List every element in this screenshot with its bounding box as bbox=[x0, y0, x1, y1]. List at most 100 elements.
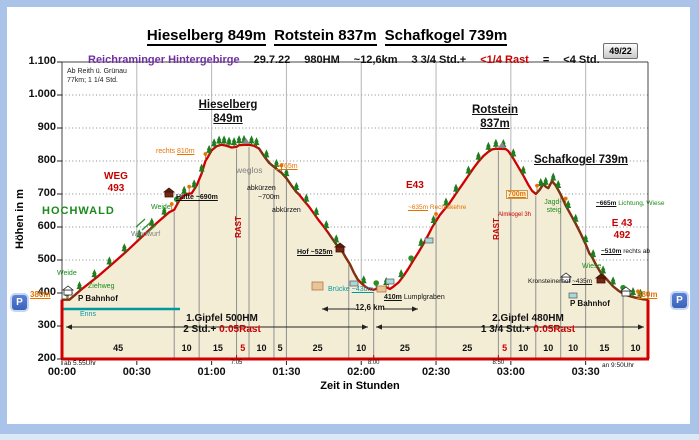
note-700m-desc: ~700m bbox=[258, 194, 280, 201]
red-axis bbox=[60, 299, 650, 361]
intermediate-time-label: 8:50 bbox=[492, 359, 505, 366]
x-tick-label: 03:00 bbox=[496, 366, 525, 378]
annotation-part: ~635m bbox=[408, 204, 429, 211]
x-tick-label: 00:30 bbox=[122, 366, 151, 378]
subtitle-row: Reichraminger Hintergebirge 29.7.22 980HM ~… bbox=[88, 54, 600, 66]
x-tick-label: 03:30 bbox=[571, 366, 600, 378]
segment-minutes-label: 5 bbox=[502, 343, 508, 353]
annotation-part: rechts bbox=[156, 148, 178, 155]
annotation-part: ~435m bbox=[572, 278, 593, 285]
note-bruecke: Brücke ~430m bbox=[328, 286, 373, 293]
segment-minutes-label: 10 bbox=[256, 343, 267, 353]
summit-marks bbox=[242, 138, 506, 148]
segment-minutes-label: 25 bbox=[399, 343, 410, 353]
y-tick-label: 1.000 bbox=[28, 88, 56, 100]
y-tick-label: 700 bbox=[37, 187, 56, 199]
title-part-hieselberg: Hieselberg 849m bbox=[146, 27, 267, 46]
segment-minutes-label: 10 bbox=[630, 343, 641, 353]
peak-rotstein-elev: 837m bbox=[480, 118, 510, 130]
note-weide-1: Weide bbox=[57, 270, 77, 277]
note-weg: WEG bbox=[104, 171, 128, 182]
note-380m-left: 380m bbox=[30, 290, 51, 299]
water-bridge-marks bbox=[349, 237, 578, 299]
annotation-part: ~665m bbox=[596, 200, 617, 207]
note-gipfel2: 2.Gipfel 480HM bbox=[492, 313, 564, 324]
segment-minutes-label: 10 bbox=[518, 343, 529, 353]
note-700m-saddle: 700m bbox=[506, 190, 528, 200]
note-wiese-3: Wiese bbox=[582, 263, 602, 270]
x-tick-label: 01:30 bbox=[272, 366, 301, 378]
axis-ticks bbox=[57, 61, 587, 365]
peak-schafkogel: Schafkogel 739m bbox=[534, 154, 628, 166]
y-tick-label: 400 bbox=[37, 286, 56, 298]
annotation-part: 410m bbox=[384, 294, 402, 301]
segment-minutes-label: 10 bbox=[181, 343, 192, 353]
note-abkuerzen-1: abkürzen bbox=[247, 185, 276, 192]
peak-rotstein: Rotstein bbox=[472, 104, 518, 116]
parking-icon-right: P bbox=[672, 293, 687, 308]
y-tick-label: 600 bbox=[37, 220, 56, 232]
page-title: Hieselberg 849m Rotstein 837m Schafkogel 7… bbox=[7, 27, 647, 46]
note-jagdsteig-2: steig bbox=[546, 207, 562, 214]
note-abkuerzen-2: abkürzen bbox=[272, 207, 301, 214]
tour-number-badge: 49/22 bbox=[603, 43, 638, 59]
annotation-part: Kronsteinerhof bbox=[528, 278, 573, 285]
note-enns: Enns bbox=[80, 311, 96, 318]
subtitle-part: <4 Std. bbox=[563, 54, 600, 66]
y-tick-label: 300 bbox=[37, 319, 56, 331]
note-e43: E43 bbox=[406, 180, 424, 191]
segment-minutes-label: 15 bbox=[212, 343, 223, 353]
approach-note-line2: 77km; 1 1/4 Std. bbox=[67, 76, 118, 84]
note-665m: ~665m Lichtung, Wiese bbox=[596, 200, 665, 208]
start-time-note: ab 5.55Uhr bbox=[64, 360, 97, 367]
subtitle-part: 3 3/4 Std.+ bbox=[411, 54, 467, 66]
distance-arrow bbox=[322, 306, 418, 312]
annotation-part: 1 3/4 Std.+ bbox=[480, 324, 534, 335]
note-380m-right: 380m bbox=[637, 290, 658, 299]
note-ziehweg: Ziehweg bbox=[88, 283, 115, 290]
segment-minutes-label: 10 bbox=[543, 343, 554, 353]
segment-minutes-label: 15 bbox=[599, 343, 610, 353]
note-rechts-810: rechts 810m bbox=[156, 148, 195, 155]
y-tick-label: 1.100 bbox=[28, 55, 56, 67]
approach-note: Ab Reith ü. Grünau 77km; 1 1/4 Std. bbox=[67, 68, 127, 85]
annotation-part: rechts ab bbox=[621, 248, 650, 255]
peak-hieselberg-elev: 849m bbox=[213, 113, 243, 125]
y-tick-label: 500 bbox=[37, 253, 56, 265]
segment-minutes-label: 10 bbox=[356, 343, 367, 353]
subtitle-part: 980HM bbox=[304, 54, 340, 66]
annotation-part: ~510m bbox=[601, 248, 622, 255]
segment-minutes-label: 25 bbox=[312, 343, 323, 353]
x-tick-label: 02:30 bbox=[421, 366, 451, 378]
hut-icons bbox=[61, 187, 633, 297]
building-marks bbox=[311, 281, 387, 293]
note-492: 492 bbox=[613, 230, 631, 241]
note-weglos: weglos bbox=[236, 165, 263, 175]
note-jagdsteig-1: Jagd- bbox=[544, 199, 562, 206]
annotation-part: ~430m bbox=[351, 286, 374, 293]
segment-minutes-label: 5 bbox=[240, 343, 246, 353]
note-hochwald: HOCHWALD bbox=[42, 205, 115, 217]
note-huette: Hütte ~690m bbox=[176, 194, 218, 201]
note-765m: ~765m bbox=[276, 163, 298, 170]
note-gipfel1: 1.Gipfel 500HM bbox=[186, 313, 258, 324]
note-bahnhof-end: P Bahnhof bbox=[570, 299, 610, 308]
subtitle-part: ~12,6km bbox=[353, 54, 398, 66]
annotation-part: 0:05Rast bbox=[219, 324, 261, 335]
annotation-part: Lumplgraben bbox=[401, 294, 445, 301]
annotation-part: 0:05Rast bbox=[533, 324, 576, 335]
title-part-schafkogel: Schafkogel 739m bbox=[384, 27, 508, 46]
subtitle-part: = bbox=[542, 54, 550, 66]
note-distance: 12,6 km bbox=[355, 303, 385, 312]
parking-icon-left: P bbox=[12, 295, 27, 310]
subtitle-part: 29.7.22 bbox=[253, 54, 291, 66]
x-tick-label: 01:00 bbox=[197, 366, 226, 378]
subtitle-part: <1/4 Rast bbox=[480, 54, 529, 66]
title-part-rotstein: Rotstein 837m bbox=[274, 27, 377, 46]
intermediate-time-label: 8:00 bbox=[367, 359, 380, 366]
peak-hieselberg: Hieselberg bbox=[198, 99, 258, 111]
segment-minutes-label: 45 bbox=[113, 343, 124, 353]
annotation-part: Lichtung, Wiese bbox=[616, 200, 665, 207]
